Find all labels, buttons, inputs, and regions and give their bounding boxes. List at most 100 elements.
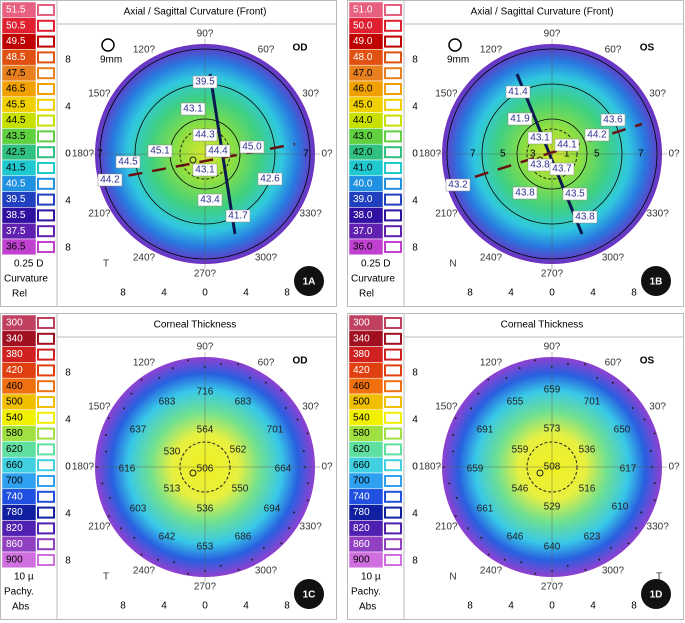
pachy-dot — [649, 450, 652, 453]
scale-strip — [384, 522, 402, 535]
angle-label: 30? — [302, 402, 319, 413]
angle-label: 150? — [88, 89, 111, 100]
y-tick-label: 8 — [412, 556, 418, 567]
map-reading: 653 — [197, 542, 214, 553]
scale-value: 460 — [353, 381, 370, 392]
scale-strip — [37, 162, 55, 174]
map-reading: 41.7 — [228, 211, 248, 222]
map-reading: 506 — [197, 464, 214, 475]
angle-label: 60? — [258, 45, 275, 56]
map-reading: 646 — [507, 532, 524, 543]
angle-label: 240? — [133, 566, 156, 577]
pachy-dot — [534, 572, 537, 575]
scale-strip — [384, 193, 402, 206]
scale-strip — [384, 98, 402, 111]
y-tick-label: 8 — [412, 55, 418, 66]
angle-label: 300? — [255, 253, 278, 264]
scale-value: 43.5 — [6, 131, 26, 142]
angle-label: 270? — [194, 582, 217, 593]
map-reading: 573 — [544, 424, 561, 435]
angle-label: 60? — [605, 358, 622, 369]
scale-value: 37.5 — [6, 226, 26, 237]
map-reading: 694 — [264, 504, 281, 515]
pachy-dot — [627, 542, 630, 545]
pachy-dot — [171, 367, 174, 370]
scale-strip — [384, 490, 402, 503]
scale-swatch — [1, 551, 37, 569]
scale-strip — [37, 411, 55, 424]
pachy-dot — [105, 434, 108, 437]
angle-label: 330? — [300, 522, 323, 533]
scale-value: 48.5 — [6, 52, 26, 63]
angle-label: 300? — [255, 566, 278, 577]
angle-label: 180? — [72, 462, 95, 473]
pachy-dot — [280, 542, 283, 545]
reading-box — [512, 186, 538, 200]
scale-value: 780 — [6, 507, 23, 518]
scale-value: 51.5 — [6, 5, 26, 16]
angle-label: 240? — [480, 253, 503, 264]
pachy-dot — [251, 558, 254, 561]
pachy-dot — [609, 546, 612, 549]
map-reading: 691 — [477, 425, 494, 436]
scale-value: 50.5 — [6, 20, 26, 31]
pachy-dot — [518, 367, 521, 370]
map-reading: 664 — [275, 464, 292, 475]
scale-value: 380 — [353, 349, 370, 360]
scale-value: 820 — [353, 523, 370, 534]
map-reading: 623 — [584, 532, 601, 543]
scale-value: 37.0 — [353, 226, 373, 237]
angle-label: 270? — [194, 269, 217, 280]
scale-value: 43.0 — [353, 131, 373, 142]
scale-strip — [384, 427, 402, 440]
scale-step: 0.25 D — [361, 259, 390, 270]
scale-value: 500 — [353, 397, 370, 408]
pachy-dot — [288, 527, 291, 530]
scale-strip — [37, 35, 55, 48]
x-tick-label: 8 — [631, 601, 637, 612]
panel-title: Axial / Sagittal Curvature (Front) — [471, 7, 614, 18]
scale-strip — [37, 317, 55, 329]
scale-value: 620 — [6, 444, 23, 455]
map-reading: 45.1 — [150, 146, 170, 157]
pachy-dot — [454, 515, 457, 518]
pachy-dot — [635, 527, 638, 530]
y-tick-label: 8 — [412, 243, 418, 254]
scale-strip — [37, 146, 55, 159]
ring-label: 5 — [594, 149, 600, 160]
scale-value: 660 — [6, 460, 23, 471]
angle-label: 150? — [88, 402, 111, 413]
scale-strip — [384, 348, 402, 361]
pachy-dot — [643, 418, 646, 421]
x-tick-label: 8 — [467, 288, 473, 299]
scale-value: 36.0 — [353, 242, 373, 253]
side-label: T — [103, 259, 109, 270]
y-tick-label: 8 — [65, 243, 71, 254]
scale-swatch — [348, 238, 384, 256]
angle-label: 300? — [602, 253, 625, 264]
pachy-dot — [454, 417, 457, 420]
scale-value: 740 — [6, 491, 23, 502]
y-tick-label: 4 — [412, 509, 418, 520]
ring-label: 7 — [638, 149, 644, 160]
pachy-dot — [186, 359, 189, 362]
scale-strip — [384, 162, 402, 174]
scale-mode: Abs — [12, 602, 29, 613]
map-reading: 536 — [197, 504, 214, 515]
ring-label: 3 — [530, 149, 536, 160]
pachy-dot — [487, 553, 490, 556]
scale-value: 46.5 — [6, 84, 26, 95]
scale-strip — [384, 209, 402, 222]
map-reading: 43.1 — [183, 104, 203, 115]
scale-strip — [384, 364, 402, 377]
pachy-dot — [220, 363, 223, 366]
map-reading: 529 — [544, 502, 561, 513]
scale-value: 42.0 — [353, 147, 373, 158]
scale-value: 45.0 — [353, 99, 373, 110]
scale-strip — [384, 130, 402, 143]
pachy-dot — [455, 497, 458, 500]
angle-label: 210? — [88, 522, 111, 533]
angle-label: 330? — [647, 209, 670, 220]
scale-value: 580 — [353, 428, 370, 439]
pachy-dot — [105, 450, 108, 453]
